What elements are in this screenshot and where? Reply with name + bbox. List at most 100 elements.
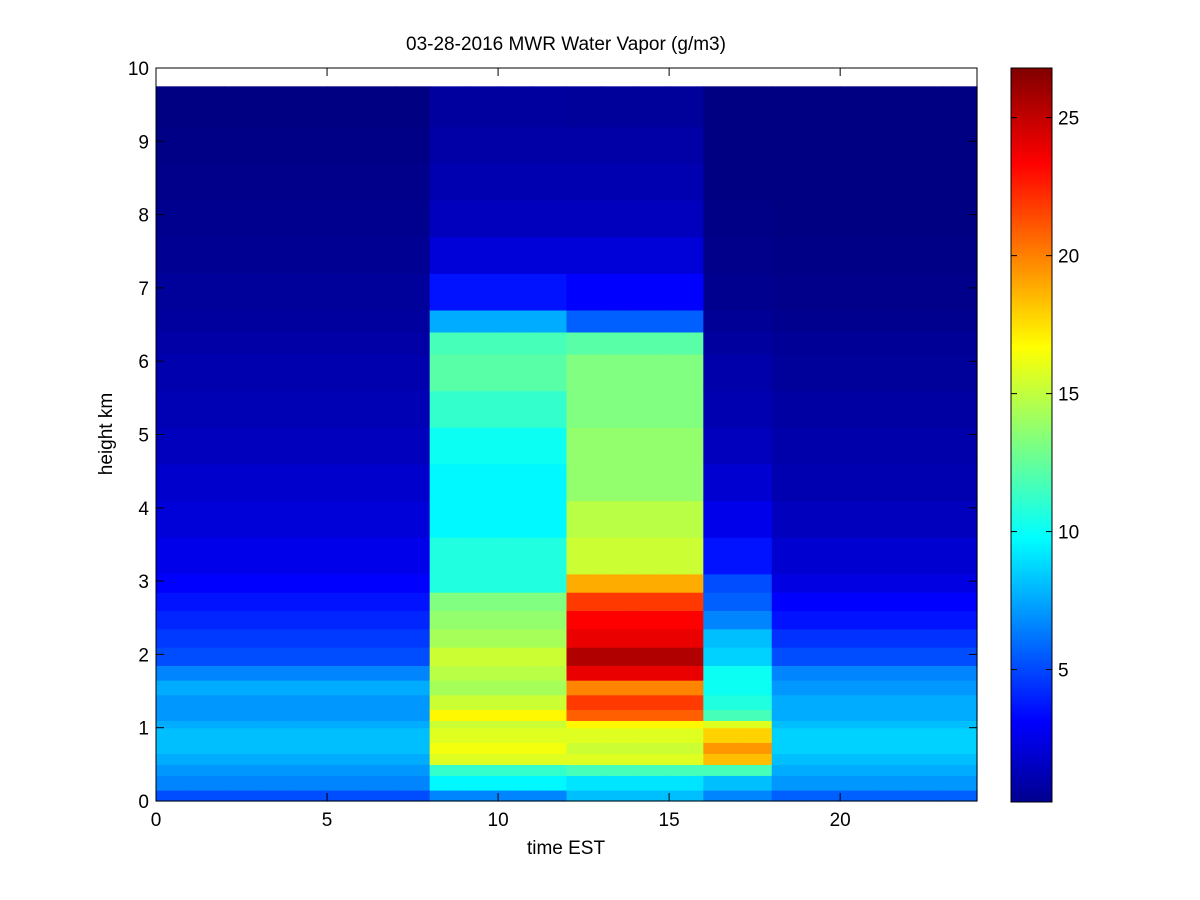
heatmap-cell [224,764,260,776]
heatmap-cell [566,273,602,311]
heatmap-cell [395,753,431,765]
heatmap-cell [190,463,226,502]
heatmap-cell [737,764,773,776]
heatmap-cell [498,775,533,791]
heatmap-cell [908,236,944,274]
heatmap-cell [840,427,875,465]
heatmap-cell [532,390,568,428]
heatmap-cell [361,573,397,593]
heatmap-cell [327,463,362,502]
heatmap-cell [771,790,807,802]
heatmap-cell [737,694,773,710]
heatmap-cell [942,331,978,355]
heatmap-cell [156,665,191,681]
heatmap-cell [908,709,944,721]
heatmap-cell [805,126,841,164]
heatmap-cell [634,273,670,311]
heatmap-cell [805,727,841,743]
heatmap-cell [395,680,431,696]
heatmap-cell [942,537,978,575]
heatmap-cell [361,665,397,681]
heatmap-cell [669,573,704,593]
heatmap-cell [703,199,739,238]
heatmap-cell [908,764,944,776]
heatmap-cell [634,694,670,710]
heatmap-cell [258,709,294,721]
heatmap-cell [908,775,944,791]
heatmap-cell [566,126,602,164]
heatmap-cell [156,775,191,791]
heatmap-cell [737,665,773,681]
heatmap-cell [874,727,910,743]
heatmap-cell [874,86,910,128]
heatmap-cell [395,463,431,502]
heatmap-cell [292,199,328,238]
heatmap-cell [292,720,328,729]
heatmap-cell [669,592,704,612]
heatmap-cell [395,331,431,355]
heatmap-cell [361,500,397,538]
x-tick-label: 10 [488,810,509,831]
heatmap-cell [908,753,944,765]
heatmap-cell [874,790,910,802]
heatmap-cell [190,427,226,465]
heatmap-cell [566,163,602,201]
heatmap-cell [805,694,841,710]
heatmap-cell [771,694,807,710]
heatmap-cell [395,694,431,710]
heatmap-cell [566,720,602,729]
heatmap-cell [327,680,362,696]
heatmap-cell [429,775,465,791]
heatmap-cells [156,86,978,802]
heatmap-cell [840,775,875,791]
heatmap-cell [942,628,978,648]
heatmap-cell [600,709,636,721]
heatmap-cell [669,647,704,666]
heatmap-cell [292,331,328,355]
heatmap-cell [224,427,260,465]
heatmap-cell [908,742,944,754]
heatmap-cell [908,331,944,355]
heatmap-cell [634,680,670,696]
heatmap-cell [327,427,362,465]
heatmap-cell [908,309,944,333]
y-tick-label: 2 [138,645,149,666]
heatmap-cell [361,592,397,612]
heatmap-cell [498,720,533,729]
heatmap-cell [498,427,533,465]
heatmap-cell [327,628,362,648]
heatmap-cell [463,753,499,765]
heatmap-cell [429,163,465,201]
heatmap-cell [395,647,431,666]
heatmap-cell [429,742,465,754]
heatmap-cell [874,390,910,428]
heatmap-cell [463,727,499,743]
heatmap-cell [156,309,191,333]
heatmap-cell [874,573,910,593]
heatmap-cell [156,720,191,729]
heatmap-cell [634,764,670,776]
heatmap-cell [805,742,841,754]
heatmap-cell [292,126,328,164]
heatmap-cell [703,537,739,575]
heatmap-cell [771,764,807,776]
heatmap-cell [498,126,533,164]
heatmap-cell [942,647,978,666]
y-axis-label: height km [96,393,117,475]
heatmap-cell [429,353,465,392]
heatmap-cell [258,199,294,238]
heatmap-cell [327,500,362,538]
heatmap-cell [532,680,568,696]
heatmap-cell [258,694,294,710]
heatmap-cell [669,273,704,311]
heatmap-cell [942,680,978,696]
heatmap-cell [805,199,841,238]
heatmap-cell [669,236,704,274]
heatmap-cell [908,463,944,502]
heatmap-cell [703,790,739,802]
heatmap-cell [737,573,773,593]
heatmap-cell [703,163,739,201]
x-axis: 0 5 10 15 20 [151,68,851,831]
heatmap-cell [190,236,226,274]
heatmap-cell [498,680,533,696]
